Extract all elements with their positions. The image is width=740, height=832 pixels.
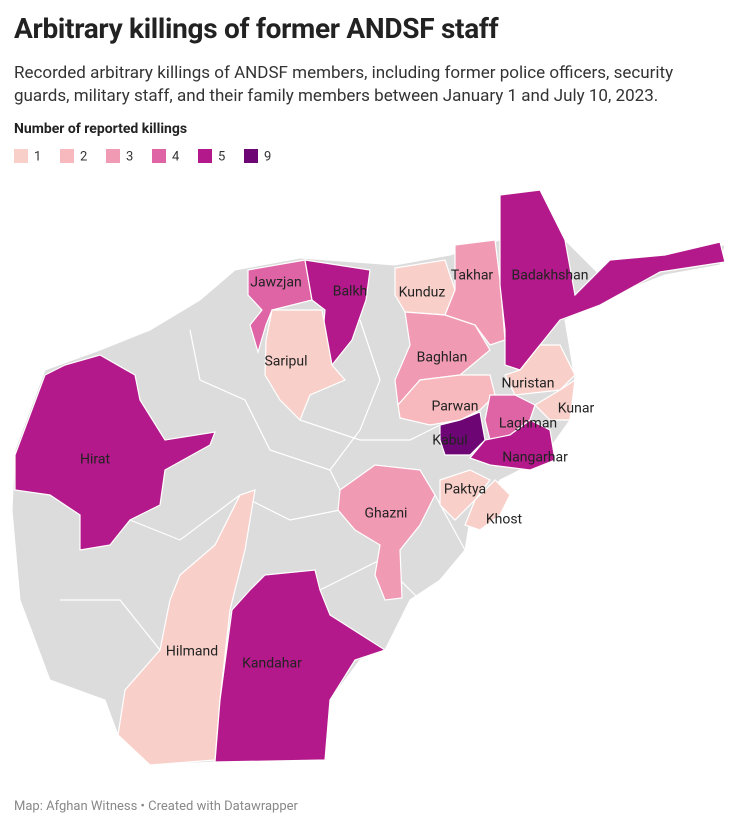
legend-swatch <box>106 149 120 163</box>
legend-title: Number of reported killings <box>14 121 188 137</box>
legend-swatch <box>14 149 28 163</box>
legend-label: 4 <box>172 149 180 164</box>
province-label: Parwan <box>431 399 478 415</box>
province-label: Kunduz <box>399 285 446 301</box>
legend-label: 1 <box>34 149 41 164</box>
province-label: Badakhshan <box>512 268 589 284</box>
footer: Map: Afghan Witness • Created with Dataw… <box>14 799 298 814</box>
province <box>534 378 576 421</box>
province-label: Kandahar <box>242 656 302 672</box>
province-label: Hirat <box>80 452 110 468</box>
province-borders <box>60 319 466 651</box>
province <box>14 354 216 551</box>
province <box>117 489 256 766</box>
province <box>464 479 511 531</box>
subtitle: Recorded arbitrary killings of ANDSF mem… <box>14 63 674 106</box>
province-label: Ghazni <box>365 506 408 522</box>
province-label: Laghman <box>499 416 557 432</box>
province <box>504 344 576 396</box>
province-label: Balkh <box>333 284 368 300</box>
province <box>264 309 346 422</box>
map: Jawzjan Balkh Kunduz Takhar Badakhshan Saripu… <box>11 189 726 766</box>
province <box>439 411 486 456</box>
province <box>468 419 556 471</box>
legend-label: 3 <box>126 149 133 164</box>
legend-label: 5 <box>218 149 225 164</box>
legend: 1 2 3 4 5 9 <box>14 149 271 164</box>
province-label: Jawzjan <box>250 275 302 291</box>
province-label: Baghlan <box>417 350 468 366</box>
legend-swatch <box>60 149 74 163</box>
province <box>214 569 387 763</box>
province-label: Khost <box>486 512 523 528</box>
province-label: Kunar <box>558 401 595 417</box>
province <box>499 189 726 371</box>
province <box>397 374 496 426</box>
province-label: Takhar <box>451 268 494 284</box>
province <box>444 239 506 346</box>
title: Arbitrary killings of former ANDSF staff <box>14 12 499 45</box>
legend-swatch <box>152 149 166 163</box>
province-label: Nuristan <box>501 376 554 392</box>
province-label: Nangarhar <box>502 450 568 466</box>
province-label: Kabul <box>432 433 467 449</box>
legend-label: 9 <box>264 149 271 164</box>
province-label: Hilmand <box>166 644 218 660</box>
legend-swatch <box>198 149 212 163</box>
legend-swatch <box>244 149 258 163</box>
legend-label: 2 <box>80 149 87 164</box>
province-label: Paktya <box>444 482 486 498</box>
province <box>337 464 436 601</box>
province-label: Saripul <box>264 354 307 370</box>
